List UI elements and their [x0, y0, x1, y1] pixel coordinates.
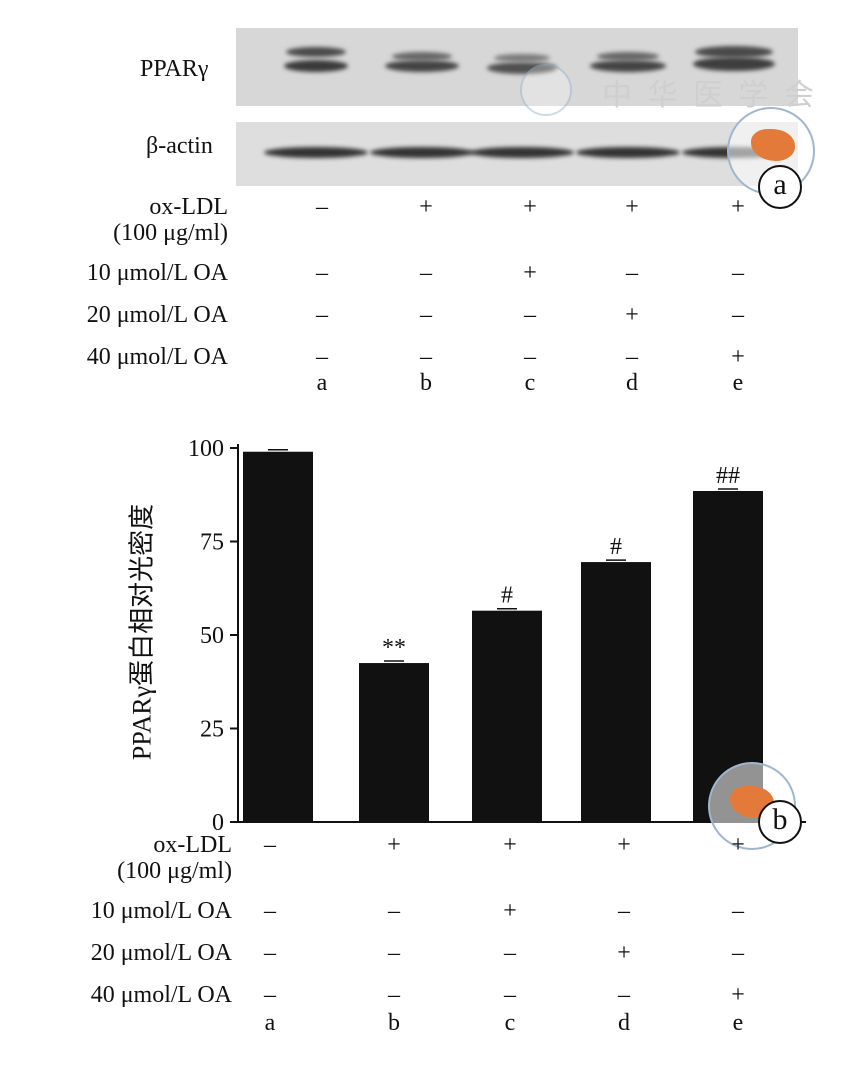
condition-mark: +	[523, 260, 537, 286]
condition-mark: +	[731, 344, 745, 370]
lane-label: c	[524, 370, 536, 396]
condition-mark: –	[316, 302, 328, 328]
bar	[359, 663, 429, 822]
watermark-seal-icon	[727, 107, 815, 195]
condition-mark: –	[316, 194, 328, 220]
condition-mark: –	[388, 898, 400, 924]
significance-annotation: #	[501, 583, 513, 609]
condition-mark: –	[316, 344, 328, 370]
beta-actin-band	[576, 147, 680, 158]
pparg-band	[590, 60, 666, 72]
condition-mark: –	[420, 302, 432, 328]
condition-label: 10 μmol/L OA	[86, 260, 228, 286]
condition-label: 20 μmol/L OA	[86, 302, 228, 328]
pparg-band	[284, 60, 348, 72]
y-tick-label: 75	[200, 530, 224, 556]
lane-label: d	[626, 370, 638, 396]
condition-mark: +	[419, 194, 433, 220]
pparg-band	[695, 46, 773, 58]
condition-mark: –	[732, 302, 744, 328]
bar	[472, 610, 542, 822]
condition-mark: –	[420, 260, 432, 286]
pparg-band	[385, 60, 459, 72]
watermark-text: 中 华 医 学 会	[602, 79, 818, 112]
condition-mark: –	[420, 344, 432, 370]
panel-b-badge: b	[758, 800, 802, 844]
lane-label: c	[504, 1010, 516, 1036]
condition-mark: –	[732, 940, 744, 966]
lane-label: b	[420, 370, 432, 396]
condition-label: 10 μmol/L OA	[90, 898, 232, 924]
condition-label: ox-LDL	[149, 194, 228, 220]
beta-actin-band	[264, 147, 368, 158]
significance-annotation: ##	[716, 463, 740, 489]
lane-label: e	[732, 1010, 744, 1036]
condition-mark: –	[264, 940, 276, 966]
watermark-seal-icon	[520, 64, 572, 116]
y-tick-label: 100	[188, 436, 224, 462]
condition-mark: –	[524, 344, 536, 370]
condition-mark: –	[732, 898, 744, 924]
beta-actin-band	[370, 147, 474, 158]
condition-mark: +	[617, 940, 631, 966]
beta-actin-band	[470, 147, 574, 158]
condition-mark: –	[618, 982, 630, 1008]
condition-mark: +	[503, 898, 517, 924]
condition-mark: –	[388, 940, 400, 966]
significance-annotation: #	[610, 534, 622, 560]
condition-mark: –	[504, 940, 516, 966]
lane-label: d	[618, 1010, 630, 1036]
condition-mark: –	[316, 260, 328, 286]
lane-label: e	[732, 370, 744, 396]
pparg-band	[597, 51, 659, 61]
condition-mark: +	[625, 194, 639, 220]
condition-mark: +	[523, 194, 537, 220]
condition-mark: –	[626, 260, 638, 286]
condition-sublabel: (100 μg/ml)	[117, 858, 232, 884]
significance-annotation: **	[382, 635, 406, 661]
y-tick-label: 0	[212, 810, 224, 836]
condition-mark: –	[504, 982, 516, 1008]
pparg-band	[392, 51, 452, 61]
condition-mark: +	[503, 832, 517, 858]
condition-mark: –	[626, 344, 638, 370]
condition-mark: –	[264, 898, 276, 924]
condition-mark: +	[731, 982, 745, 1008]
bar	[581, 562, 651, 822]
condition-mark: –	[524, 302, 536, 328]
condition-mark: +	[617, 832, 631, 858]
lane-label: b	[388, 1010, 400, 1036]
condition-mark: –	[264, 982, 276, 1008]
condition-label: 20 μmol/L OA	[90, 940, 232, 966]
blot-label-pparg: PPARγ	[140, 56, 209, 82]
condition-mark: –	[388, 982, 400, 1008]
condition-sublabel: (100 μg/ml)	[113, 220, 228, 246]
condition-mark: +	[625, 302, 639, 328]
condition-label: 40 μmol/L OA	[90, 982, 232, 1008]
panel-a-badge: a	[758, 165, 802, 209]
condition-mark: –	[732, 260, 744, 286]
pparg-band	[693, 57, 775, 71]
condition-label: 40 μmol/L OA	[86, 344, 228, 370]
lane-label: a	[264, 1010, 276, 1036]
condition-mark: –	[264, 832, 276, 858]
y-tick-label: 25	[200, 717, 224, 743]
pparg-band	[286, 47, 346, 57]
condition-label: ox-LDL	[153, 832, 232, 858]
y-tick-label: 50	[200, 623, 224, 649]
blot-label-beta-actin: β-actin	[146, 133, 213, 159]
condition-mark: –	[618, 898, 630, 924]
bar	[243, 451, 313, 822]
condition-mark: +	[731, 194, 745, 220]
condition-mark: +	[387, 832, 401, 858]
pparg-band	[494, 54, 550, 62]
lane-label: a	[316, 370, 328, 396]
condition-mark: +	[731, 832, 745, 858]
